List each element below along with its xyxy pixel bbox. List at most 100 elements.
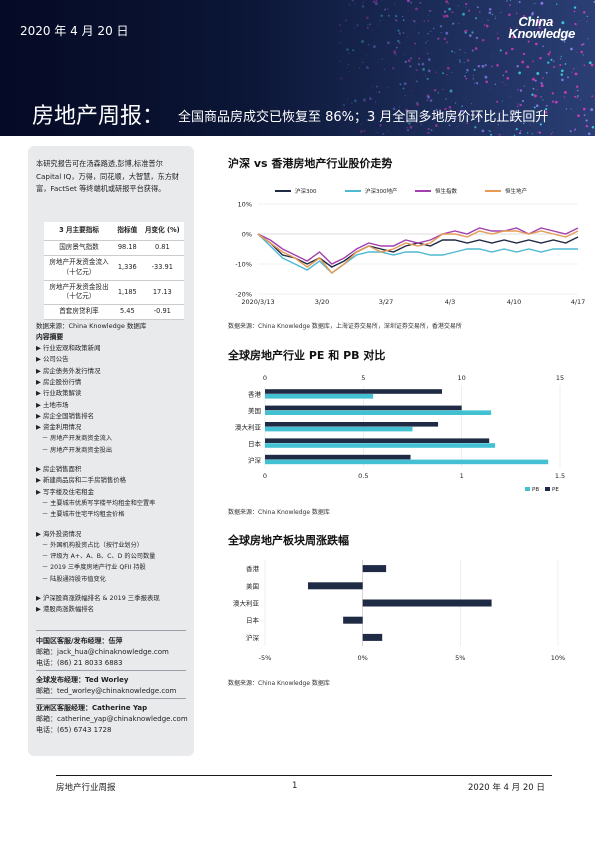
banner-dot — [591, 95, 593, 97]
banner-dot — [370, 117, 373, 119]
banner-dot — [380, 19, 382, 21]
banner-dot — [582, 43, 585, 46]
banner-dot — [418, 32, 420, 34]
banner-dot — [479, 11, 481, 13]
banner-dot — [372, 0, 376, 4]
banner-dot — [493, 55, 495, 57]
banner-dot — [461, 105, 463, 107]
banner-dot — [404, 60, 408, 64]
banner-dot — [490, 133, 493, 136]
banner-dot — [406, 129, 410, 132]
stock-trend-line-chart: 10% 0% -10% -20%2020/3/13 3/20 3/27 4/3 4/10 4/1… — [235, 187, 586, 306]
banner-dot — [495, 15, 497, 17]
banner-dot — [517, 103, 519, 105]
banner-dot — [372, 45, 376, 49]
banner-dot — [583, 64, 586, 67]
legend-label-pb: PB — [532, 487, 539, 493]
contents-subitem: － 外国机构投资占比（按行业划分） — [42, 541, 143, 549]
banner-dot — [363, 98, 366, 101]
banner-dot — [518, 71, 522, 75]
x-tick-label: 4/17 — [571, 298, 586, 306]
banner-dot — [559, 63, 562, 67]
banner-dot — [471, 49, 474, 52]
y-tick-label: 0% — [242, 231, 252, 239]
banner-dot — [473, 82, 475, 84]
footer-divider — [56, 775, 552, 776]
pe-bar — [265, 438, 490, 443]
banner-dot — [395, 46, 398, 49]
table-cell: 首套房贷利率 — [44, 304, 114, 321]
banner-dot — [406, 0, 410, 3]
table-header-value: 指标值 — [114, 222, 141, 241]
table-header-indicator: 3 月主要指标 — [44, 222, 114, 241]
banner-dot — [491, 65, 493, 68]
category-label: 日本 — [246, 616, 260, 625]
banner-dot — [527, 132, 529, 134]
banner-dot — [545, 71, 548, 74]
contact-name: 中国区客服/发布经理：伍萍 — [36, 637, 123, 645]
banner-dot — [435, 108, 438, 112]
banner-dot — [461, 109, 465, 113]
banner-dot — [519, 103, 522, 107]
footer-report-name: 房地产行业周报 — [56, 783, 116, 793]
banner-dot — [466, 59, 470, 62]
banner-dot — [387, 87, 389, 88]
banner-dot — [408, 122, 411, 125]
series-line — [257, 227, 579, 265]
contact-detail: 邮箱：ted_worley@chinaknowledge.com — [36, 687, 177, 695]
banner-dot — [445, 0, 448, 3]
banner-dot — [451, 71, 453, 73]
contents-subitem: － 评级为 A+、A、B、C、D 的公司数量 — [42, 553, 156, 561]
banner-dot — [427, 20, 430, 22]
change-bar — [362, 599, 492, 607]
banner-dot — [440, 32, 442, 34]
report-subtitle: 全国商品房成交已恢复至 86%；3 月全国多地房价环比止跌回升 — [178, 110, 549, 125]
table-row: 国房景气指数 98.18 0.81 — [44, 240, 184, 256]
banner-dot — [466, 68, 469, 72]
banner-dot — [393, 50, 396, 53]
banner-dot — [427, 95, 430, 99]
banner-dot — [523, 15, 526, 18]
banner-dot — [560, 55, 562, 57]
banner-dot — [517, 89, 519, 91]
contents-item: ▶ 海外投资情况 — [36, 529, 82, 538]
table-cell: 0.81 — [140, 240, 184, 256]
banner-dot — [567, 34, 570, 38]
banner-dot — [508, 13, 511, 17]
contact-detail: 邮箱：jack_hua@chinaknowledge.com — [36, 648, 169, 656]
banner-dot — [565, 32, 568, 35]
banner-dot — [431, 10, 433, 11]
banner-dot — [356, 24, 359, 27]
banner-dot — [533, 106, 536, 109]
banner-dot — [346, 48, 349, 51]
banner-dot — [381, 58, 384, 60]
table-row: 首套房贷利率 5.45 -0.91 — [44, 304, 184, 321]
banner-dot — [542, 45, 544, 48]
banner-dot — [393, 52, 397, 55]
banner-dot — [415, 7, 418, 11]
banner-dot — [443, 15, 446, 18]
banner-dot — [560, 73, 564, 76]
banner-dot — [513, 134, 516, 136]
banner-dot — [521, 60, 525, 64]
banner-dot — [534, 2, 536, 5]
banner-dot — [446, 74, 448, 76]
banner-dot — [361, 5, 365, 8]
banner-dot — [397, 29, 400, 32]
banner-dot — [501, 100, 503, 102]
banner-dot — [576, 24, 578, 26]
banner-dot — [366, 16, 369, 20]
banner-dot — [458, 22, 460, 25]
banner-dot — [405, 108, 409, 112]
banner-dot — [418, 57, 421, 60]
banner-dot — [550, 133, 552, 135]
banner-dot — [540, 84, 544, 88]
banner-dot — [481, 38, 485, 42]
x-tick-label: 3/20 — [315, 298, 330, 306]
top-axis-tick: 15 — [556, 374, 564, 382]
banner-dot — [471, 31, 474, 34]
banner-dot — [523, 85, 525, 87]
bottom-axis-tick: 1.5 — [555, 472, 565, 480]
banner-dot — [494, 18, 496, 20]
banner-dot — [520, 130, 522, 132]
